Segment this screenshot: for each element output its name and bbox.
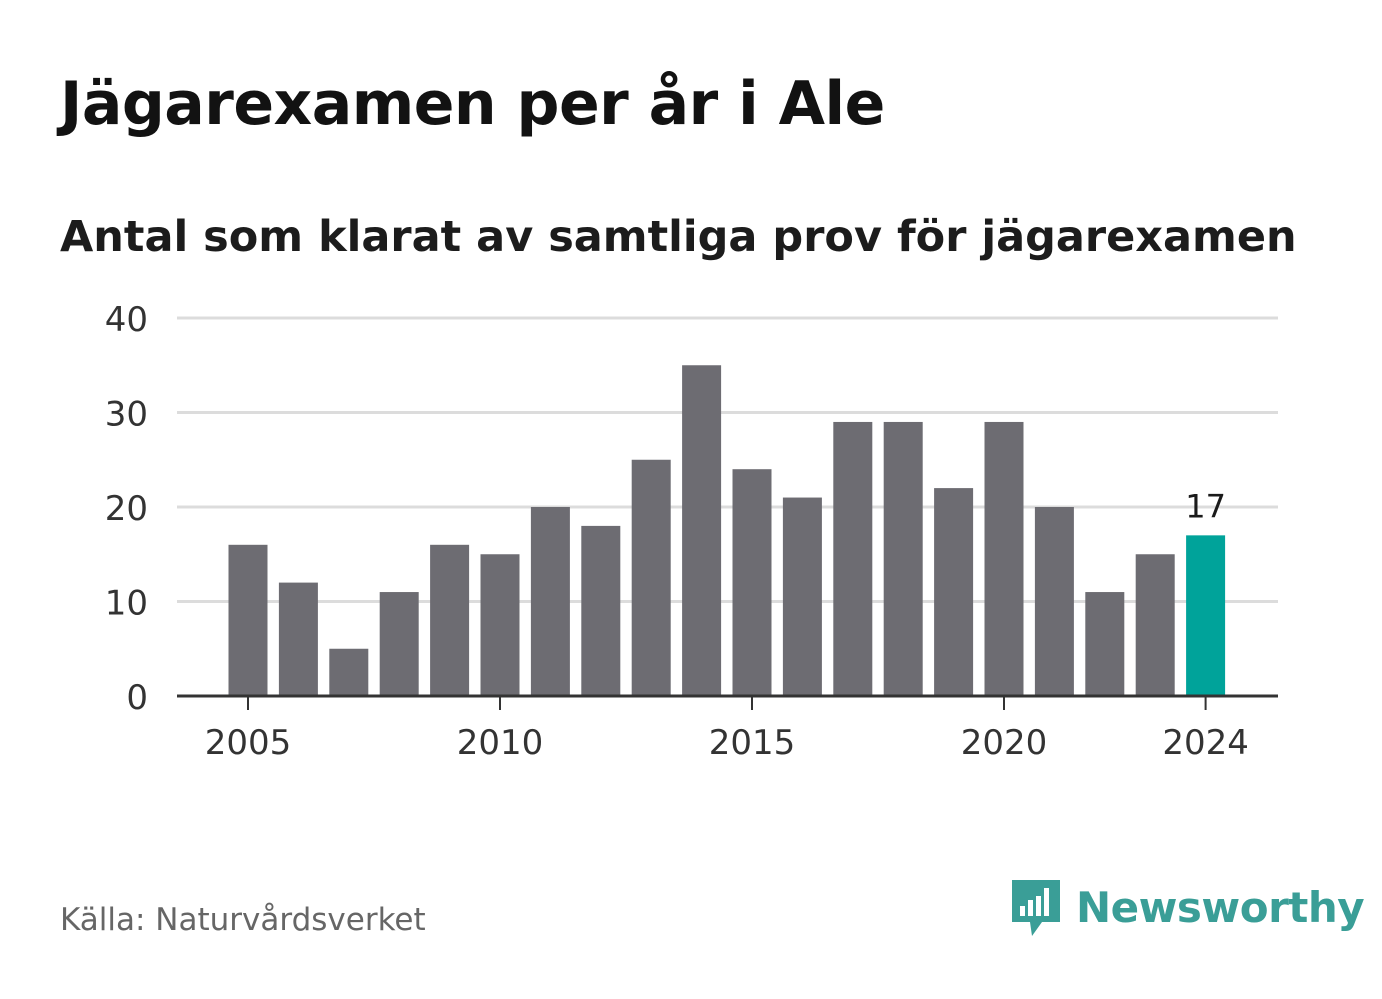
bar-2007 [329, 648, 369, 696]
x-tick-label: 2010 [457, 723, 544, 763]
chart-title: Jägarexamen per år i Ale [60, 69, 885, 139]
x-tick-label: 2005 [205, 723, 292, 763]
data-label-2024: 17 [1185, 487, 1226, 525]
bar-2023 [1135, 554, 1175, 696]
y-tick-label: 20 [105, 489, 148, 529]
bar-2009 [430, 544, 470, 696]
labels: 0 10 20 30 40 2005 2010 2015 2020 2024 17 [105, 300, 1249, 763]
bar-2011 [530, 507, 570, 696]
bar-2013 [631, 459, 671, 696]
source-note: Källa: Naturvårdsverket [60, 902, 426, 938]
grid-lines [177, 316, 1278, 603]
bar-2005 [228, 544, 268, 696]
y-tick-label: 10 [105, 584, 148, 624]
axes [177, 694, 1278, 710]
bar-2019 [934, 488, 974, 696]
chart-subtitle: Antal som klarat av samtliga prov för jä… [60, 212, 1297, 262]
bar-2024 [1186, 535, 1226, 696]
x-tick-label: 2024 [1162, 723, 1249, 763]
bar-2017 [833, 421, 873, 696]
brand-logo-link[interactable]: Newsworthy [1008, 876, 1365, 940]
x-tick-label: 2015 [709, 723, 796, 763]
bar-2010 [480, 554, 520, 696]
bar-2015 [732, 469, 772, 696]
bar-2022 [1085, 592, 1125, 696]
bar-2008 [379, 592, 419, 696]
bar-2021 [1034, 507, 1074, 696]
x-tick-label: 2020 [961, 723, 1048, 763]
y-tick-label: 40 [105, 300, 148, 340]
y-tick-label: 0 [126, 678, 148, 718]
bar-2006 [278, 582, 318, 696]
brand-name: Newsworthy [1076, 883, 1365, 932]
bar-2020 [984, 421, 1024, 696]
bar-2012 [581, 525, 621, 696]
bar-2018 [883, 421, 923, 696]
bar-2016 [782, 497, 822, 696]
bar-2014 [682, 365, 722, 696]
y-tick-label: 30 [105, 395, 148, 435]
bar-chart-speech-bubble-icon [1012, 880, 1060, 936]
bars [228, 365, 1226, 696]
